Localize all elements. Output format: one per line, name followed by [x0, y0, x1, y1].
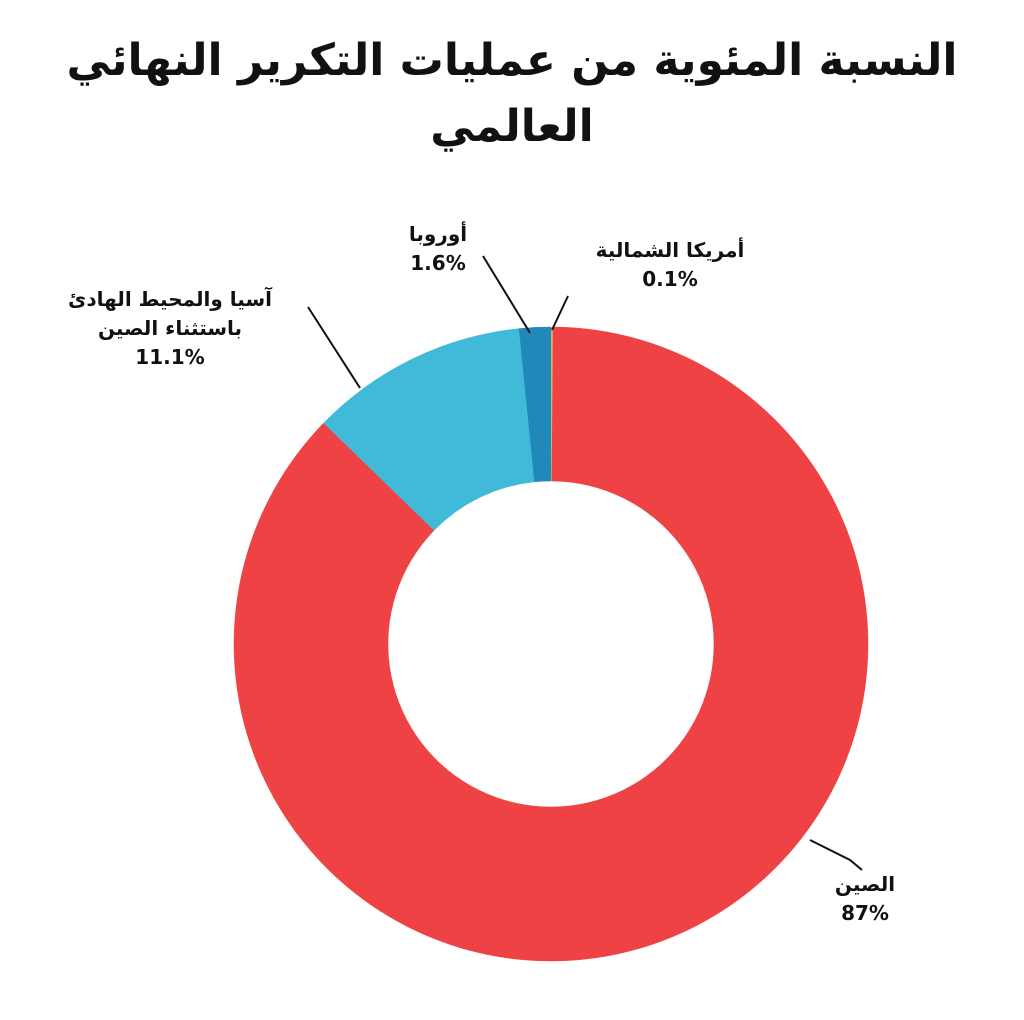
slice-label-china: الصين 87%: [800, 870, 930, 928]
slice-value: 1.6%: [410, 251, 466, 275]
slice-name: أوروبا: [408, 222, 468, 246]
slice-label-north-america: أمريكا الشمالية 0.1%: [560, 236, 780, 294]
leader-line-europe: [482, 255, 531, 334]
slice-china: [233, 326, 869, 962]
slice-name: أمريكا الشمالية: [595, 238, 745, 262]
slice-name: آسيا والمحيط الهادئ باستثناء الصين: [68, 287, 272, 340]
slice-label-asia-pacific: آسيا والمحيط الهادئ باستثناء الصين 11.1%: [30, 285, 310, 372]
slice-label-europe: أوروبا 1.6%: [368, 220, 508, 278]
chart-title: النسبة المئوية من عمليات التكرير النهائي…: [66, 35, 958, 152]
slice-value: 11.1%: [135, 345, 205, 369]
leader-line-china: [809, 839, 863, 871]
donut-slices: [233, 326, 869, 962]
slice-value: 0.1%: [642, 267, 698, 291]
leader-line-asia-pacific: [307, 306, 361, 389]
slice-name: الصين: [834, 872, 896, 896]
slice-value: 87%: [841, 901, 889, 925]
leader-lines: [307, 255, 863, 871]
slice-europe: [518, 326, 552, 483]
leader-line-north-america: [551, 295, 569, 331]
